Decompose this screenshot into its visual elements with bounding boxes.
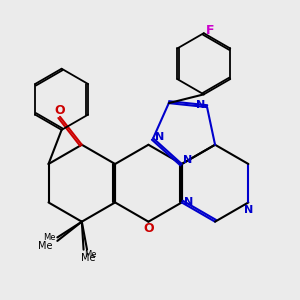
- Text: N: N: [196, 100, 206, 110]
- Text: Me: Me: [38, 241, 52, 251]
- Text: Me: Me: [84, 250, 97, 259]
- Text: O: O: [55, 104, 65, 117]
- Text: N: N: [155, 131, 164, 142]
- Text: N: N: [183, 154, 193, 165]
- Text: Me: Me: [81, 253, 95, 262]
- Text: O: O: [143, 222, 154, 235]
- Text: N: N: [244, 205, 253, 215]
- Text: N: N: [184, 197, 194, 208]
- Text: F: F: [206, 24, 214, 37]
- Text: Me: Me: [43, 233, 56, 242]
